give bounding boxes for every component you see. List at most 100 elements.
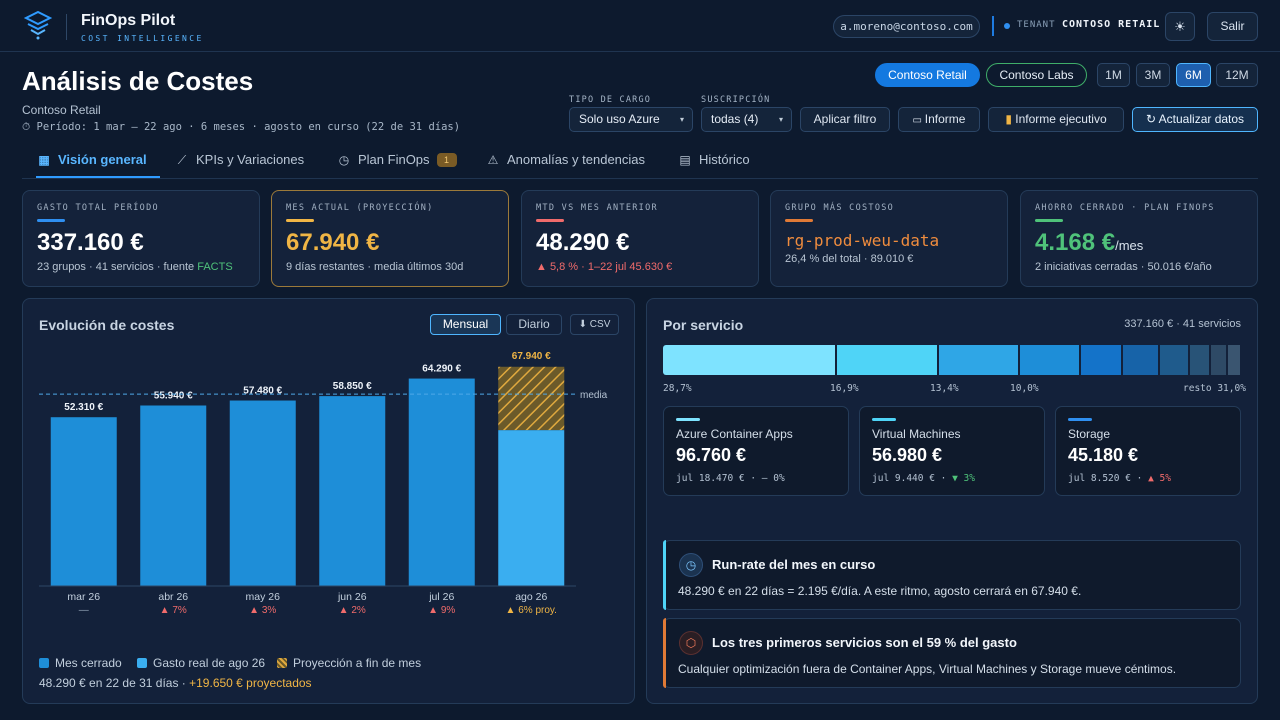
service-share-segment[interactable] [1123,345,1158,375]
service-sub: jul 8.520 € · ▲ 5% [1068,473,1171,484]
service-value: 45.180 € [1068,445,1139,465]
tab-label: Histórico [699,152,750,167]
tab-kpis[interactable]: ⟋ KPIs y Variaciones [174,145,304,178]
service-sub-text: jul 8.520 € · [1068,473,1149,484]
service-sub: jul 18.470 € · – 0% [676,473,785,484]
service-accent [676,418,700,421]
month-bar [50,417,117,586]
service-share-segment[interactable] [1211,345,1227,375]
kpi-value: 67.940 € [286,229,380,256]
refresh-icon: ↻ [1145,112,1159,126]
tab-label: Plan FinOps [358,152,430,167]
service-share-segment[interactable] [836,345,938,375]
clock-icon: ⏱ [22,121,37,133]
legend-label: Mes cerrado [55,656,122,670]
service-share-segment[interactable] [663,345,835,375]
subscription-label: SUSCRIPCIÓN [701,95,771,105]
share-label: 13,4% [930,383,959,394]
service-share-segment[interactable] [939,345,1019,375]
range-3m-button[interactable]: 3M [1136,63,1170,87]
apply-filter-button[interactable]: Aplicar filtro [800,107,890,132]
range-12m-button[interactable]: 12M [1216,63,1258,87]
service-card-container-apps[interactable]: Azure Container Apps 96.760 € jul 18.470… [663,406,849,496]
subscription-select[interactable]: todas (4) ▾ [701,107,792,132]
change-label: ▲ 6% proy. [506,605,557,616]
change-label: ▲ 7% [160,605,187,616]
tab-plan-finops[interactable]: ◷ Plan FinOps 1 [336,145,457,178]
charge-type-value: Solo uso Azure [579,112,660,126]
chart-icon: ▮ [1005,112,1016,126]
theme-toggle-button[interactable]: ☀ [1165,12,1195,41]
legend-swatch [277,658,287,668]
kpi-label: AHORRO CERRADO · PLAN FINOPS [1035,203,1215,213]
kpi-label: GRUPO MÁS COSTOSO [785,203,895,213]
service-card-virtual-machines[interactable]: Virtual Machines 56.980 € jul 9.440 € · … [859,406,1045,496]
brand-divider [66,14,67,40]
range-6m-button[interactable]: 6M [1176,63,1211,87]
tenant-contoso-retail-button[interactable]: Contoso Retail [875,63,980,87]
clock-icon: ◷ [338,153,350,167]
kpi-mtd-card: MTD VS MES ANTERIOR 48.290 € ▲ 5,8 % · 1… [521,190,759,287]
tab-anomalias[interactable]: ⚠ Anomalías y tendencias [485,145,645,178]
tab-historico[interactable]: ▤ Histórico [677,145,750,178]
legend-swatch [39,658,49,668]
report-button[interactable]: ▭ Informe [898,107,980,132]
kpi-label: MTD VS MES ANTERIOR [536,203,658,213]
service-card-storage[interactable]: Storage 45.180 € jul 8.520 € · ▲ 5% [1055,406,1241,496]
note-title: Run-rate del mes en curso [712,557,876,572]
tab-badge: 1 [436,153,457,167]
service-name: Virtual Machines [872,427,961,441]
range-1m-button[interactable]: 1M [1097,63,1130,87]
period-text: Período: 1 mar – 22 ago · 6 meses · agos… [36,121,461,133]
refresh-data-button[interactable]: ↻ Actualizar datos [1132,107,1258,132]
service-share-segment[interactable] [1080,345,1122,375]
user-email-pill[interactable]: a.moreno@contoso.com [833,15,980,38]
kpi-accent [37,219,65,222]
note-body: Cualquier optimización fuera de Containe… [678,662,1177,676]
service-sub-text: jul 18.470 € · [676,473,762,484]
share-label: 16,9% [830,383,859,394]
kpi-accent [536,219,564,222]
service-share-segment[interactable] [1020,345,1079,375]
x-tick-label: jun 26 [337,591,367,603]
exit-button[interactable]: Salir [1207,12,1258,41]
daily-toggle[interactable]: Diario [506,314,562,335]
refresh-label: Actualizar datos [1158,112,1245,126]
tenant-contoso-labs-button[interactable]: Contoso Labs [986,63,1087,87]
x-tick-label: ago 26 [515,591,547,603]
kpi-accent [785,219,813,222]
tab-label: Visión general [58,152,147,167]
hexagon-icon: ⬡ [679,631,703,655]
tenant-name: CONTOSO RETAIL [1062,19,1161,30]
kpi-total-spend-card: GASTO TOTAL PERÍODO 337.160 € 23 grupos … [22,190,260,287]
x-tick-label: abr 26 [158,591,188,603]
chart-footer-text: 48.290 € en 22 de 31 días · [39,676,190,690]
executive-report-button[interactable]: ▮ Informe ejecutivo [988,107,1124,132]
service-breakdown-panel: Por servicio 337.160 € · 41 servicios 28… [646,298,1258,704]
app-subtitle: COST INTELLIGENCE [81,34,204,43]
x-tick-label: jul 26 [428,591,454,603]
kpi-accent [1035,219,1063,222]
app-name: FinOps Pilot [81,12,176,29]
kpi-value: 48.290 € [536,229,630,256]
kpi-value: 337.160 € [37,229,144,256]
change-label: ▲ 3% [249,605,276,616]
month-bar [319,396,386,586]
monthly-toggle[interactable]: Mensual [430,314,501,335]
charge-type-select[interactable]: Solo uso Azure ▾ [569,107,693,132]
service-share-segment[interactable] [1159,345,1188,375]
tab-vision-general[interactable]: ▦ Visión general [36,145,160,178]
kpi-accent [286,219,314,222]
share-label: 10,0% [1010,383,1039,394]
bar-value-label: 57.480 € [243,386,282,397]
bar-value-label: 67.940 € [512,351,551,362]
legend-label: Proyección a fin de mes [293,656,422,670]
service-share-segment[interactable] [1228,345,1240,375]
runrate-note: ◷ Run-rate del mes en curso 48.290 € en … [663,540,1241,610]
page-subtitle: Contoso Retail [22,103,101,117]
grid-icon: ▦ [38,153,50,167]
service-share-segment[interactable] [1189,345,1210,375]
note-body: 48.290 € en 22 días = 2.195 €/día. A est… [678,584,1082,598]
csv-export-button[interactable]: ⬇ CSV [570,314,619,335]
kpi-value: rg-prod-weu-data [785,231,940,250]
